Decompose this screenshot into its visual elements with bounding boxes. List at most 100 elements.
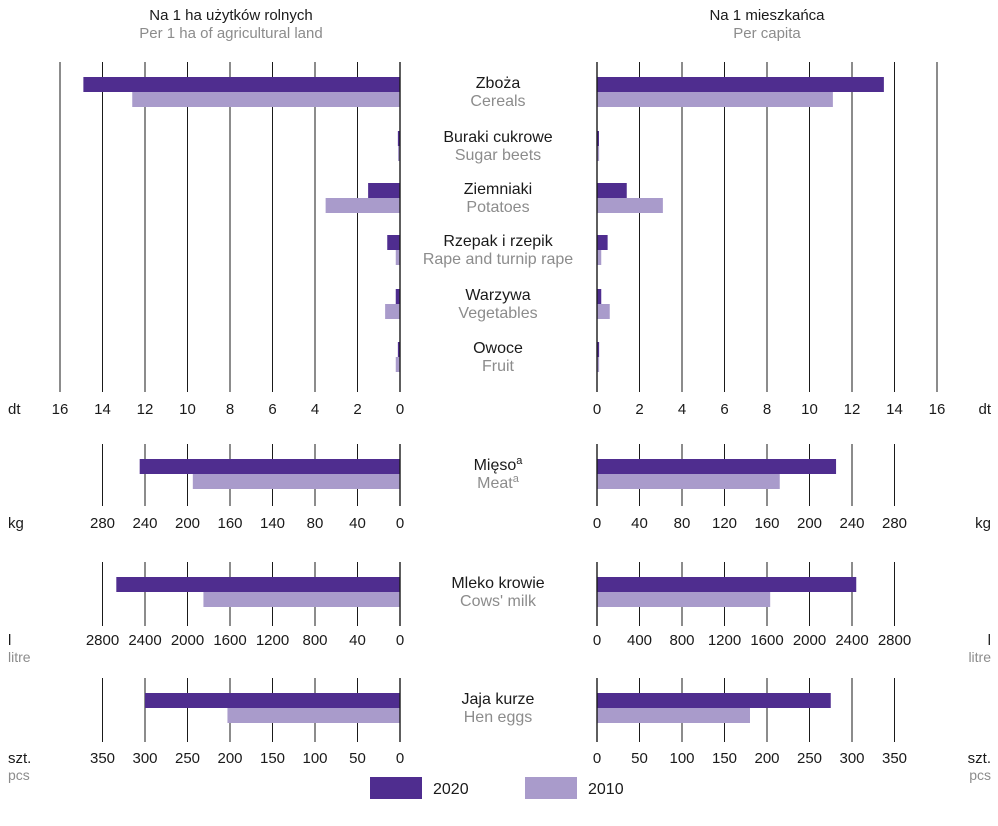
tick-label-right: 40 — [631, 515, 648, 532]
tick-label-right: 6 — [720, 401, 728, 418]
tick-label-left: 0 — [396, 401, 404, 418]
tick-label-right: 16 — [929, 401, 946, 418]
bar-right-2020 — [597, 577, 857, 592]
tick-label-right: 300 — [839, 750, 864, 767]
panel-1: 0 40 80 140 160 200 240 280 0 40 80 120 160 200 240 280… — [8, 444, 991, 532]
tick-label-left: 140 — [260, 515, 285, 532]
tick-label-right: 10 — [801, 401, 818, 418]
bar-right-2010 — [597, 592, 771, 607]
tick-label-left: 0 — [396, 632, 404, 649]
bar-right-2020 — [597, 131, 599, 146]
tick-label-left: 350 — [90, 750, 115, 767]
tick-label-right: 14 — [886, 401, 903, 418]
bar-left-2020 — [395, 289, 400, 304]
category-label-en: Meata — [477, 473, 520, 492]
unit-label-left: szt. — [8, 750, 31, 767]
tick-label-left: 2000 — [171, 632, 204, 649]
tick-label-right: 2000 — [793, 632, 826, 649]
tick-label-right: 200 — [754, 750, 779, 767]
tick-label-right: 50 — [631, 750, 648, 767]
tick-label-right: 1200 — [708, 632, 741, 649]
category-label-pl: Ziemniaki — [464, 181, 532, 198]
unit-label-right: szt. — [968, 750, 991, 767]
tick-label-left: 16 — [52, 401, 69, 418]
bar-left-2020 — [397, 342, 400, 357]
category-label-pl: Owoce — [473, 340, 523, 357]
bar-left-2010 — [398, 146, 400, 161]
tick-label-left: 4 — [311, 401, 319, 418]
unit-label-right-en: pcs — [969, 767, 991, 783]
bar-right-2010 — [597, 474, 780, 489]
category-label-pl: Rzepak i rzepik — [443, 233, 553, 250]
tick-label-right: 250 — [797, 750, 822, 767]
tick-label-left: 2 — [353, 401, 361, 418]
tick-label-left: 300 — [132, 750, 157, 767]
bar-right-2020 — [597, 693, 831, 708]
tick-label-left: 10 — [179, 401, 196, 418]
category-label-en: Cereals — [470, 93, 525, 110]
tick-label-right: 400 — [627, 632, 652, 649]
panel-3: 0 50 100 150 200 250 300 350 0 50 100 150 200 250 300 3… — [8, 678, 991, 783]
tick-label-left: 150 — [260, 750, 285, 767]
header-left-en: Per 1 ha of agricultural land — [139, 25, 322, 42]
tick-label-right: 200 — [797, 515, 822, 532]
tick-label-right: 800 — [669, 632, 694, 649]
category-label-en: Hen eggs — [464, 709, 533, 726]
bar-left-2010 — [395, 250, 400, 265]
tick-label-left: 200 — [175, 515, 200, 532]
bar-right-2010 — [597, 357, 600, 372]
tick-label-left: 250 — [175, 750, 200, 767]
tick-label-right: 0 — [593, 750, 601, 767]
tick-label-right: 8 — [763, 401, 771, 418]
bar-left-2020 — [116, 577, 400, 592]
tick-label-left: 50 — [349, 750, 366, 767]
tick-label-right: 100 — [669, 750, 694, 767]
header-right-pl: Na 1 mieszkańca — [709, 7, 825, 24]
tick-label-left: 280 — [90, 515, 115, 532]
tick-label-left: 240 — [132, 515, 157, 532]
tick-label-left: 2400 — [128, 632, 161, 649]
category-label-en: Sugar beets — [455, 147, 541, 164]
bar-right-2020 — [597, 289, 602, 304]
bar-left-2020 — [397, 131, 400, 146]
bar-left-2020 — [83, 77, 400, 92]
tick-label-right: 2800 — [878, 632, 911, 649]
unit-label-left-en: litre — [8, 649, 31, 665]
tick-label-right: 240 — [839, 515, 864, 532]
tick-label-left: 200 — [217, 750, 242, 767]
tick-label-right: 1600 — [750, 632, 783, 649]
tick-label-right: 80 — [674, 515, 691, 532]
bar-left-2010 — [192, 474, 400, 489]
unit-label-right: dt — [978, 401, 991, 418]
category-label-en: Vegetables — [458, 305, 537, 322]
category-label-pl: Jaja kurze — [462, 691, 535, 708]
unit-label-right-en: litre — [968, 649, 991, 665]
tick-label-right: 2400 — [835, 632, 868, 649]
bar-left-2010 — [227, 708, 400, 723]
tick-label-right: 4 — [678, 401, 686, 418]
tick-label-left: 100 — [302, 750, 327, 767]
tick-label-left: 1200 — [256, 632, 289, 649]
bar-right-2020 — [597, 342, 600, 357]
category-label-en: Cows' milk — [460, 593, 537, 610]
tick-label-left: 12 — [137, 401, 154, 418]
tick-label-right: 160 — [754, 515, 779, 532]
bar-left-2020 — [368, 183, 400, 198]
tick-label-right: 280 — [882, 515, 907, 532]
category-label-en: Fruit — [482, 358, 515, 375]
bar-right-2020 — [597, 235, 608, 250]
bar-right-2010 — [597, 92, 833, 107]
legend-swatch-2020 — [370, 777, 422, 799]
tick-label-right: 0 — [593, 515, 601, 532]
bar-left-2010 — [203, 592, 400, 607]
legend-swatch-2010 — [525, 777, 577, 799]
bar-left-2010 — [385, 304, 400, 319]
bar-right-2010 — [597, 250, 602, 265]
tick-label-left: 0 — [396, 515, 404, 532]
tick-label-left: 14 — [94, 401, 111, 418]
tick-label-right: 12 — [844, 401, 861, 418]
legend-label-2010: 2010 — [588, 781, 624, 798]
